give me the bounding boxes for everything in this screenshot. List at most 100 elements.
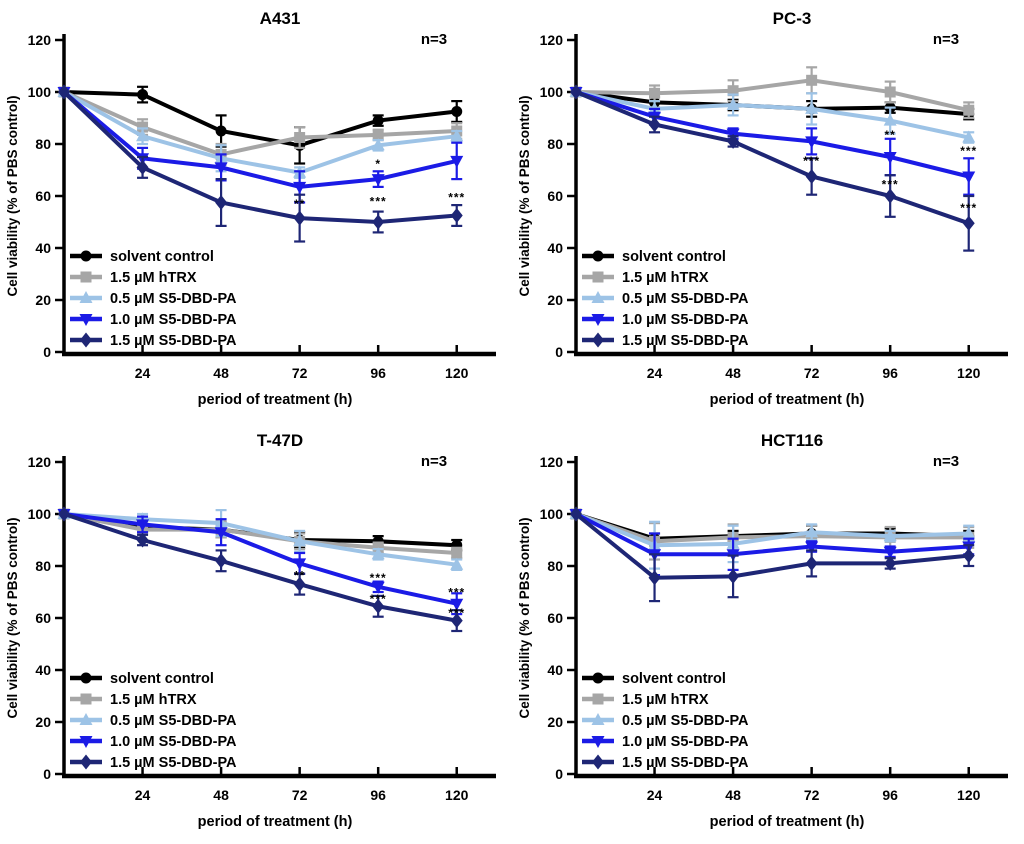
legend-marker <box>592 332 604 348</box>
y-tick-label: 0 <box>555 766 563 782</box>
y-tick-label: 0 <box>555 344 563 360</box>
significance-asterisks: ** <box>885 128 896 142</box>
data-point-marker <box>805 525 819 538</box>
significance-asterisks: *** <box>803 154 820 168</box>
data-point-marker <box>293 576 306 592</box>
legend-label: 1.5 µM hTRX <box>110 692 197 708</box>
series-line <box>63 90 457 175</box>
significance-asterisks: *** <box>448 606 465 620</box>
y-tick-label: 80 <box>35 558 51 574</box>
data-point-marker <box>214 162 228 175</box>
data-point-marker <box>293 558 307 571</box>
chart-svg-hct116: 0 20 40 60 80 100 120 24 48 72 96 120 solvent contro… <box>517 431 1008 830</box>
data-point-marker <box>451 547 463 559</box>
series-line <box>575 512 969 548</box>
legend-label: solvent control <box>622 671 726 687</box>
series-line <box>63 512 458 623</box>
x-tick-label: 72 <box>804 787 820 803</box>
legend-label: 1.5 µM hTRX <box>110 270 197 286</box>
data-point-marker <box>805 136 819 149</box>
data-point-marker <box>215 125 227 137</box>
legend-marker <box>80 754 92 770</box>
series-diamond <box>58 84 463 243</box>
y-tick-label: 20 <box>35 714 51 730</box>
significance-asterisks: *** <box>960 201 977 215</box>
x-tick-label: 48 <box>213 365 229 381</box>
data-point-marker <box>293 534 307 547</box>
legend-label: 1.5 µM S5-DBD-PA <box>110 333 237 349</box>
y-tick-label: 40 <box>35 240 51 256</box>
x-tick-label: 96 <box>882 787 898 803</box>
y-tick-label: 40 <box>547 240 563 256</box>
legend-label: 1.5 µM S5-DBD-PA <box>622 755 749 771</box>
significance-asterisks: *** <box>370 592 387 606</box>
legend-marker <box>592 250 604 262</box>
legend-label: 0.5 µM S5-DBD-PA <box>110 291 237 307</box>
y-tick-label: 80 <box>547 558 563 574</box>
data-point-marker <box>294 132 306 143</box>
chart-title: HCT116 <box>761 431 823 450</box>
legend-marker <box>80 250 92 262</box>
legend-marker <box>591 291 605 303</box>
y-tick-label: 120 <box>28 32 52 48</box>
significance-asterisks: * <box>375 157 381 171</box>
legend-marker <box>592 271 604 283</box>
series-line <box>63 512 458 606</box>
legend-item: solvent control <box>70 249 214 265</box>
x-tick-label: 72 <box>804 365 820 381</box>
y-tick-label: 120 <box>28 454 52 470</box>
data-point-marker <box>727 85 739 97</box>
series-line <box>63 90 457 157</box>
series-line <box>575 90 970 226</box>
data-point-marker <box>962 526 976 539</box>
y-axis-title: Cell viability (% of PBS control) <box>517 95 532 296</box>
x-tick-label: 48 <box>213 787 229 803</box>
y-tick-label: 120 <box>540 454 564 470</box>
data-point-marker <box>883 546 897 559</box>
data-point-marker <box>805 555 818 571</box>
data-point-marker <box>805 101 819 114</box>
data-point-marker <box>371 174 385 187</box>
data-point-marker <box>371 581 385 594</box>
legend-marker <box>592 754 604 770</box>
data-point-marker <box>371 138 385 151</box>
x-tick-label: 24 <box>647 365 663 381</box>
significance-asterisks: *** <box>960 144 977 158</box>
data-point-marker <box>450 613 463 629</box>
y-tick-label: 40 <box>547 662 563 678</box>
x-axis-title: period of treatment (h) <box>710 392 865 408</box>
data-point-marker <box>371 547 385 560</box>
chart-panel-t47d: 0 20 40 60 80 100 120 24 48 72 96 120 ** *** *** *** ***… <box>0 422 512 844</box>
data-point-marker <box>372 129 384 141</box>
legend-item: 1.0 µM S5-DBD-PA <box>582 312 749 328</box>
legend-marker <box>79 713 93 725</box>
legend-label: 1.0 µM S5-DBD-PA <box>110 312 237 328</box>
y-tick-label: 80 <box>547 136 563 152</box>
legend-item: 0.5 µM S5-DBD-PA <box>70 713 237 729</box>
x-axis-title: period of treatment (h) <box>710 814 865 830</box>
data-point-marker <box>883 113 897 126</box>
chart-title: A431 <box>260 9 301 28</box>
data-point-marker <box>883 529 897 542</box>
y-tick-label: 60 <box>35 610 51 626</box>
legend-item: solvent control <box>70 671 214 687</box>
significance-asterisks: *** <box>448 585 465 599</box>
significance-asterisks: *** <box>370 571 387 585</box>
data-point-marker <box>962 130 976 143</box>
data-point-marker <box>58 84 70 100</box>
series-square <box>58 86 463 166</box>
data-point-marker <box>451 106 463 117</box>
x-tick-label: 72 <box>292 365 308 381</box>
data-point-marker <box>649 87 661 99</box>
y-tick-label: 100 <box>28 84 52 100</box>
significance-asterisks: ** <box>294 197 305 211</box>
legend-item: 1.5 µM S5-DBD-PA <box>582 332 749 349</box>
data-point-marker <box>648 570 661 586</box>
x-tick-label: 48 <box>725 787 741 803</box>
x-tick-label: 120 <box>445 365 469 381</box>
legend-item: 1.5 µM hTRX <box>582 692 709 708</box>
legend-label: solvent control <box>110 671 214 687</box>
data-point-marker <box>214 527 228 540</box>
legend-marker <box>592 693 604 705</box>
